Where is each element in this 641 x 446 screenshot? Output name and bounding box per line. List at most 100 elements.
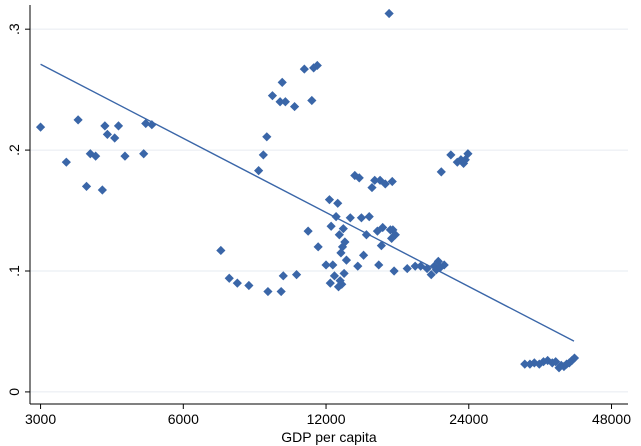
x-axis-ticks: 3000 6000 12000 24000 48000 <box>25 404 631 427</box>
data-point <box>61 157 71 167</box>
data-point <box>334 230 344 240</box>
data-point <box>35 122 46 132</box>
data-point <box>534 359 544 369</box>
data-point <box>102 129 112 139</box>
data-point <box>339 268 349 279</box>
data-point <box>113 121 124 131</box>
data-point <box>378 222 388 233</box>
data-point <box>139 149 149 159</box>
data-point <box>328 260 338 270</box>
data-point <box>446 150 456 160</box>
data-point <box>321 260 331 270</box>
y-tick-label: 0 <box>6 388 22 396</box>
data-point <box>73 115 83 125</box>
data-point <box>380 179 390 189</box>
data-point <box>110 133 120 143</box>
x-tick-label: 48000 <box>592 411 631 427</box>
data-point <box>325 278 335 288</box>
data-point <box>364 211 374 222</box>
data-point <box>372 226 383 236</box>
data-point <box>345 213 355 223</box>
data-point <box>426 270 436 280</box>
gridlines <box>30 28 628 393</box>
x-tick-label: 24000 <box>449 411 488 427</box>
data-point <box>303 226 313 236</box>
data-point <box>81 181 92 191</box>
data-point <box>280 97 290 107</box>
data-point <box>554 363 564 373</box>
data-point <box>376 241 386 251</box>
data-point <box>520 359 530 369</box>
data-point <box>529 358 539 368</box>
fit-line <box>40 63 575 342</box>
data-point <box>313 242 323 252</box>
data-point <box>329 271 340 281</box>
data-point <box>547 358 557 368</box>
data-point <box>299 64 309 74</box>
data-point <box>309 63 319 73</box>
data-point <box>436 167 446 177</box>
data-point <box>367 182 377 193</box>
x-tick-label: 3000 <box>25 411 56 427</box>
x-tick-label: 12000 <box>307 411 346 427</box>
data-point <box>356 213 367 223</box>
data-point <box>324 195 335 205</box>
data-point <box>254 166 264 176</box>
data-point <box>333 198 343 208</box>
data-point <box>569 353 580 363</box>
data-point <box>350 170 360 181</box>
data-point <box>439 260 449 270</box>
data-point <box>307 95 317 106</box>
data-point <box>262 132 272 142</box>
y-tick-label: .1 <box>6 265 22 277</box>
data-point <box>263 286 273 297</box>
data-point <box>374 260 384 270</box>
data-point <box>147 120 157 130</box>
data-point <box>258 150 268 160</box>
data-point <box>276 286 286 297</box>
data-point <box>340 237 350 247</box>
y-axis-ticks: 0 .1 .2 .3 <box>6 23 30 396</box>
data-point <box>389 266 399 276</box>
data-point <box>338 224 348 234</box>
data-point <box>97 185 107 195</box>
data-point <box>358 250 369 260</box>
data-point <box>435 262 445 272</box>
y-tick-label: .3 <box>6 23 22 35</box>
data-point <box>410 261 420 271</box>
data-point <box>370 175 380 185</box>
data-point <box>141 118 151 129</box>
data-point <box>341 255 352 265</box>
x-axis-title: GDP per capita <box>281 429 377 445</box>
data-point <box>91 151 101 161</box>
data-point <box>463 149 473 159</box>
data-point <box>278 271 288 281</box>
data-point <box>353 261 363 271</box>
data-point <box>460 155 470 165</box>
data-point <box>559 361 569 372</box>
data-point <box>100 121 110 131</box>
data-point <box>267 91 278 101</box>
data-point <box>216 245 226 256</box>
data-point <box>354 173 364 183</box>
y-tick-label: .2 <box>6 144 22 156</box>
data-point <box>326 221 336 231</box>
data-point <box>244 280 254 291</box>
data-point <box>277 77 287 87</box>
data-point <box>402 263 412 274</box>
data-point <box>525 359 535 369</box>
data-point <box>275 97 285 107</box>
data-point <box>224 273 234 283</box>
data-point <box>538 357 549 367</box>
data-point <box>291 270 302 280</box>
data-points <box>35 8 580 373</box>
x-tick-label: 6000 <box>168 411 199 427</box>
data-point <box>232 278 242 288</box>
data-point <box>120 151 130 161</box>
data-point <box>543 355 553 366</box>
data-point <box>387 233 397 243</box>
data-point <box>390 230 400 240</box>
data-point <box>384 8 394 19</box>
data-point <box>387 176 397 187</box>
